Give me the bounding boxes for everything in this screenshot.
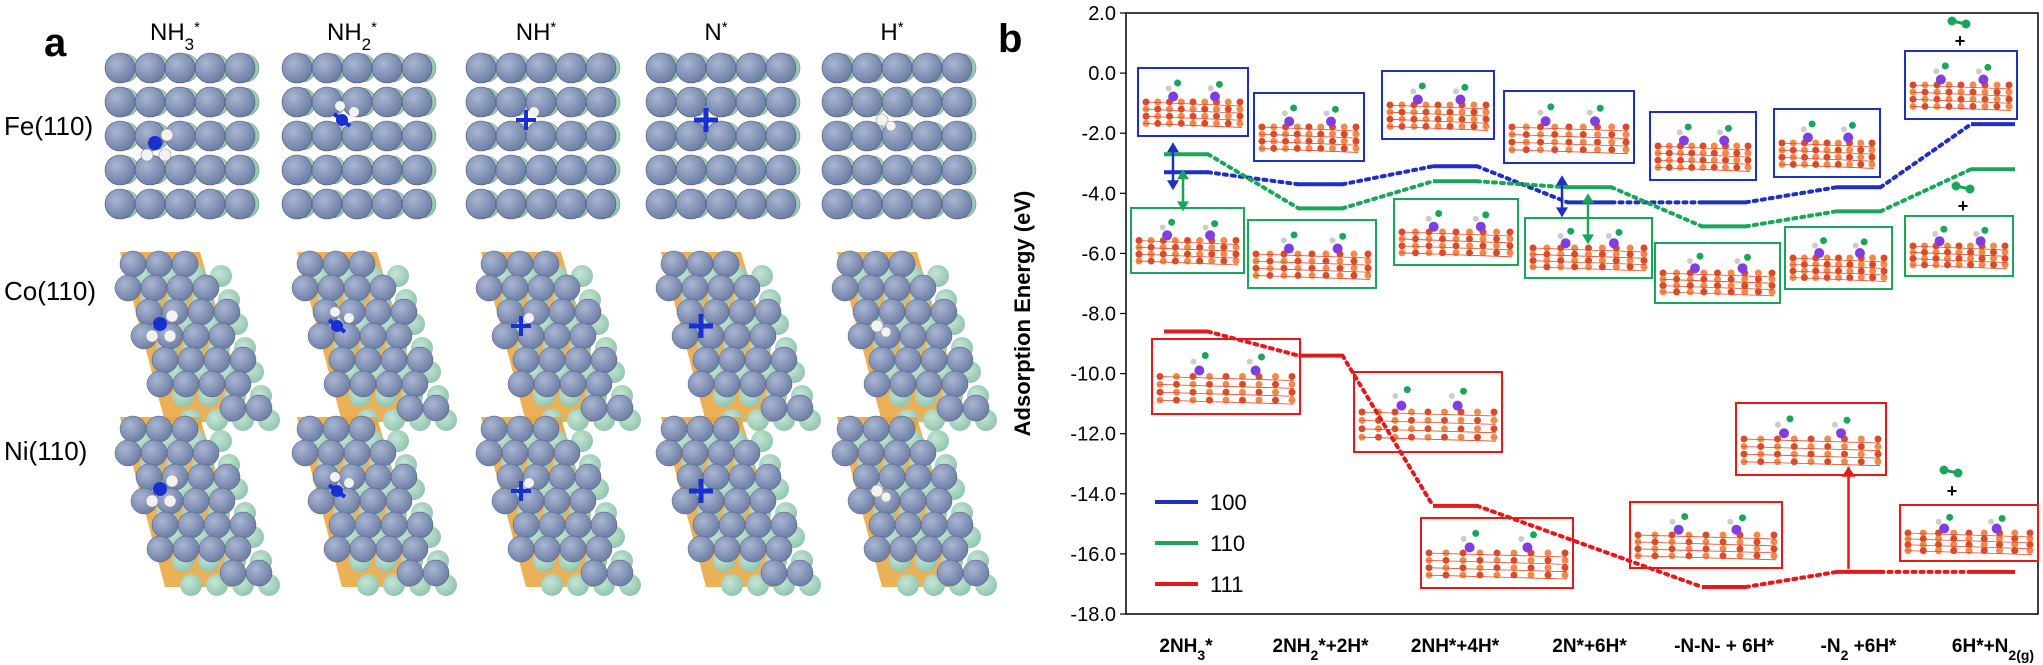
arrow-100-110-2 (1556, 175, 1568, 218)
y-tick-label: -8.0 (1082, 304, 1116, 326)
y-tick-label: -16.0 (1070, 544, 1116, 566)
fe-structure-4 (645, 52, 801, 220)
legend-label-100: 100 (1210, 490, 1247, 515)
column-label-1: NH3* (150, 19, 200, 54)
connector-100 (1744, 185, 1839, 205)
connector-100 (1206, 170, 1301, 187)
n2-molecule-110 (1951, 181, 1975, 194)
x-tick-label: 2NH3* (1159, 636, 1213, 663)
n2-molecule-100 (1947, 16, 1971, 29)
inset-110-3 (1393, 198, 1519, 266)
column-label-5: H* (880, 19, 903, 47)
inset-100-4 (1503, 90, 1635, 164)
y-tick-label: -10.0 (1070, 364, 1116, 386)
connector-110 (1878, 167, 1973, 214)
co-structure-1 (114, 250, 280, 431)
row-label-2: Co(110) (4, 276, 96, 306)
fe-structure-5 (821, 52, 977, 220)
inset-110-2 (1247, 219, 1377, 289)
ni-structure-2 (291, 415, 457, 596)
y-tick-label: -18.0 (1070, 604, 1116, 626)
y-tick-label: -12.0 (1070, 424, 1116, 446)
panel-a-structures: NH3* NH2* NH* N* H* Fe(110) Co(110) Ni(110) (4, 19, 997, 596)
inset-100-5 (1649, 111, 1757, 181)
fe-structure-1 (104, 52, 260, 220)
connector-110 (1206, 152, 1301, 211)
x-tick-label: 2NH*+4H* (1411, 636, 1500, 657)
y-axis-label: Adsorption Energy (eV) (1010, 191, 1035, 437)
x-tick-label: -N-N- + 6H* (1674, 636, 1774, 657)
inset-111-6 (1899, 504, 2039, 562)
y-tick-label: -6.0 (1082, 243, 1116, 265)
row-label-1: Fe(110) (4, 111, 93, 141)
panel-b-chart: 2.0 0.0 -2.0 -4.0 -6.0 -8.0 -10.0 -12.0 -14.0 -16… (1010, 3, 2039, 663)
connector-110 (1340, 179, 1435, 211)
inset-100-6 (1773, 108, 1881, 178)
co-structure-2 (291, 250, 457, 431)
legend: 100 110 111 (1155, 490, 1247, 597)
co-structure-4 (655, 250, 821, 431)
inset-110-5 (1654, 242, 1781, 304)
n2-molecule-111 (1939, 465, 1963, 478)
inset-100-1 (1137, 67, 1249, 137)
y-tick-label: -4.0 (1082, 183, 1116, 205)
arrow-110-100-1 (1177, 169, 1189, 212)
fe-structure-3 (465, 52, 621, 220)
co-structure-3 (475, 250, 641, 431)
inset-100-7 (1904, 50, 2018, 120)
panel-b-letter: b (998, 17, 1022, 61)
inset-110-6 (1784, 226, 1893, 290)
y-tick-label: 0.0 (1088, 63, 1116, 85)
legend-label-111: 111 (1210, 572, 1243, 597)
connector-110 (1744, 209, 1839, 229)
x-tick-label: 2N*+6H* (1552, 636, 1627, 657)
ni-structure-5 (831, 415, 997, 596)
ni-structure-4 (655, 415, 821, 596)
plus-sign: + (1958, 196, 1969, 216)
y-tick-label: 2.0 (1088, 3, 1116, 25)
arrow-100-110-1 (1167, 142, 1179, 191)
connector-100 (1475, 164, 1570, 205)
connector-100 (1340, 164, 1435, 187)
connector-110 (1609, 185, 1704, 229)
inset-100-3 (1381, 70, 1495, 140)
x-tick-label: 2NH2*+2H* (1273, 636, 1370, 663)
ni-structure-1 (114, 415, 280, 596)
ni-structure-3 (475, 415, 641, 596)
plus-sign: + (1947, 481, 1958, 501)
inset-111-1 (1151, 338, 1301, 415)
connector-111 (1475, 503, 1704, 589)
x-tick-label: -N2 +6H* (1821, 636, 1898, 663)
inset-111-3 (1420, 517, 1574, 589)
fe-structure-2 (281, 52, 437, 220)
inset-111-4 (1629, 501, 1783, 569)
column-label-2: NH2* (327, 19, 377, 54)
column-label-4: N* (704, 19, 727, 47)
arrow-111-desorption (1841, 466, 1856, 569)
connector-111 (1744, 569, 1839, 589)
co-structure-5 (831, 250, 997, 431)
x-tick-label: 6H*+N2(g) (1952, 636, 2034, 663)
panel-a-letter: a (44, 21, 67, 65)
inset-110-1 (1130, 207, 1245, 274)
y-tick-label: -14.0 (1070, 484, 1116, 506)
inset-111-5 (1735, 402, 1887, 476)
connector-100 (1878, 122, 1973, 190)
row-label-3: Ni(110) (4, 436, 87, 466)
inset-100-2 (1253, 92, 1365, 162)
inset-110-7 (1904, 215, 2014, 277)
connector-111 (1340, 353, 1435, 508)
arrow-110-100-2 (1582, 193, 1594, 245)
legend-label-110: 110 (1210, 531, 1245, 556)
column-label-3: NH* (516, 19, 557, 47)
connector-111 (1206, 329, 1301, 358)
plus-sign: + (1955, 31, 1966, 51)
connector-110 (1475, 179, 1570, 190)
y-tick-label: -2.0 (1082, 123, 1116, 145)
